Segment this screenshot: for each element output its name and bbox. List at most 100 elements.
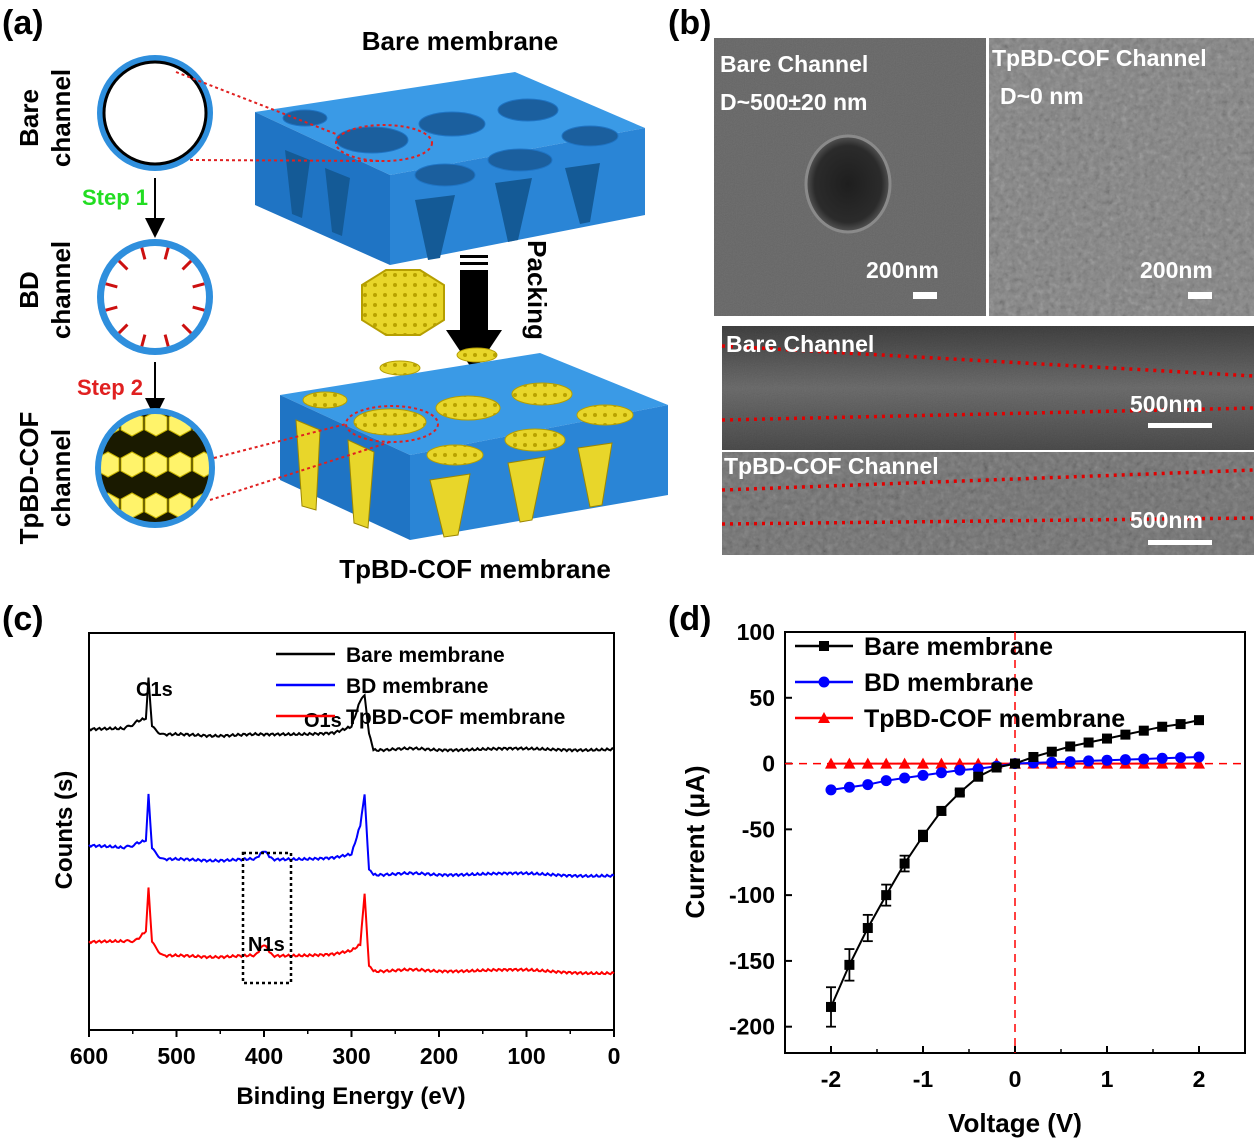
data-point-circle [917,769,929,781]
series-line-tpbd-cof-membrane [88,887,615,976]
data-point-circle [1138,753,1150,765]
chart-c-x-axis: 600 500 400 300 200 100 0 [70,1030,621,1069]
series-bare-membrane [826,715,1204,1028]
cof-membrane-title: TpBD-COF membrane [339,554,611,584]
packing-label: Packing [522,240,552,340]
data-point-triangle [843,757,856,769]
data-point-circle [1046,756,1058,768]
cof-nanorod [361,269,445,336]
sem1-scale-label: 200nm [866,257,939,283]
sem-image-cof-cross: TpBD-COF Channel 500nm [721,452,1254,555]
data-point-circle [1119,754,1131,766]
chart-c-xlabel: Binding Energy (eV) [236,1083,465,1110]
x-tick-label: 200 [420,1043,458,1069]
sem-image-bare-cross: Bare Channel 500nm [721,326,1254,450]
data-point-triangle [818,712,830,723]
data-point-square [844,959,855,970]
y-tick-label: -50 [742,816,775,842]
label-bd-channel-1: BD [14,271,44,309]
panel-label-c: (c) [2,600,44,638]
sem1-scale-bar [913,292,937,299]
data-point-triangle [898,757,911,769]
data-point-square [991,762,1002,773]
bd-ligand-mark [105,305,118,312]
data-point-square [1010,758,1020,769]
y-tick-label: 50 [749,685,775,711]
data-point-square [1175,719,1186,730]
sem-image-bare-top: Bare Channel D~500±20 nm 200nm [714,38,986,316]
legend-label: TpBD-COF membrane [346,706,565,729]
bd-channel-diagram [97,239,213,355]
y-tick-label: -100 [729,882,775,908]
bd-ligand-mark [181,259,193,271]
x-tick-label: -1 [913,1066,934,1092]
chart-d-xlabel: Voltage (V) [948,1108,1082,1138]
y-tick-label: -150 [729,948,775,974]
data-point-square [1065,741,1076,752]
sem4-scale-label: 500nm [1130,507,1203,533]
bd-ligand-mark [181,323,193,335]
chart-d-legend: Bare membrane BD membrane TpBD-COF membran… [795,633,1125,733]
sem3-title: Bare Channel [726,331,874,357]
bare-membrane-block [255,72,645,265]
step2-label: Step 2 [77,375,143,400]
cof-channel-diagram [95,408,215,528]
o1s-annotation: O1s [304,710,342,732]
panel-label-b: (b) [668,4,711,42]
chart-d-ylabel: Current (μA) [680,765,710,918]
label-bd-channel-2: channel [46,241,76,339]
legend-label: BD membrane [864,669,1034,697]
panel-label-d: (d) [668,600,711,638]
panel-d-chart: (d) -2 -1 0 1 2 100 50 0 -50 -100 -150 -200 Bare me… [668,600,1246,1138]
data-point-circle [899,772,911,784]
y-tick-label: -200 [729,1014,775,1040]
data-point-circle [825,784,837,796]
legend-label: Bare membrane [346,644,505,667]
data-point-square [918,830,928,841]
n1s-annotation: N1s [248,934,285,956]
data-point-square [954,787,965,798]
data-point-circle [1156,752,1168,764]
data-point-circle [818,676,830,688]
data-point-circle [1064,756,1076,768]
x-tick-label: 0 [608,1043,621,1069]
data-point-circle [954,764,966,776]
label-bare-channel-1: Bare [14,89,44,147]
n1s-highlight-box [241,851,293,985]
c1s-annotation: C1s [136,679,173,701]
x-tick-label: 2 [1193,1066,1206,1092]
cof-membrane-block [280,347,668,540]
data-point-circle [972,763,984,775]
chart-c-legend: Bare membrane BD membrane TpBD-COF membran… [276,644,565,729]
legend-label: TpBD-COF membrane [864,705,1125,733]
data-point-triangle [880,757,893,769]
data-point-square [899,858,910,869]
sem3-scale-bar [1148,423,1212,428]
x-tick-label: 400 [245,1043,283,1069]
panel-a: (a) Bare channel BD channel TpBD-COF cha… [2,4,668,584]
bd-ligand-mark [140,247,147,260]
sem1-title: Bare Channel [720,51,868,77]
x-tick-label: 600 [70,1043,108,1069]
bd-ligand-mark [163,247,170,260]
y-tick-label: 0 [762,751,775,777]
series-line-bd-membrane [88,793,615,879]
sem1-diameter: D~500±20 nm [720,89,868,115]
chart-c-ylabel: Counts (s) [51,771,78,890]
data-point-circle [862,779,874,791]
x-tick-label: 0 [1009,1066,1022,1092]
panel-b: (b) Bare Channel D~500±20 nm 200nm TpBD-… [668,4,1254,555]
x-tick-label: -2 [821,1066,841,1092]
x-tick-label: 1 [1101,1066,1114,1092]
data-point-circle [880,775,892,787]
data-point-triangle [825,757,837,769]
chart-d-series [825,715,1205,1028]
sem4-scale-bar [1148,540,1212,545]
label-cof-channel-1: TpBD-COF [14,412,44,545]
data-point-circle [1083,755,1095,767]
data-point-circle [1175,752,1187,764]
data-point-square [1028,751,1039,762]
x-tick-label: 300 [332,1043,370,1069]
data-point-square [819,641,829,651]
legend-label: Bare membrane [864,633,1053,661]
